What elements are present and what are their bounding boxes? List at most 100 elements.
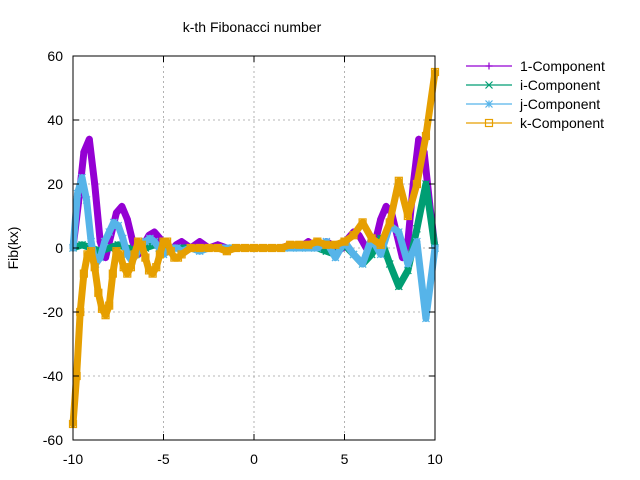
data-point-k-component	[213, 243, 222, 253]
y-axis-label: Fib(kx)	[5, 227, 21, 270]
legend-label: k-Component	[520, 115, 604, 131]
data-point-k-component	[240, 243, 250, 253]
data-point-k-component	[90, 263, 99, 272]
data-point-1-component	[415, 135, 423, 143]
data-point-k-component	[204, 243, 213, 253]
data-point-j-component	[173, 244, 181, 252]
data-point-1-component	[85, 135, 93, 143]
data-point-k-component	[231, 243, 240, 253]
data-point-k-component	[155, 250, 164, 259]
data-point-i-component	[422, 180, 430, 188]
data-point-k-component	[222, 247, 231, 256]
legend-marker	[485, 100, 493, 108]
x-tick-label: -10	[63, 451, 83, 467]
data-point-k-component	[108, 269, 117, 278]
data-point-1-component	[404, 238, 412, 246]
data-point-1-component	[91, 180, 99, 188]
data-point-k-component	[349, 231, 358, 240]
data-point-k-component	[163, 237, 172, 246]
legend-marker	[485, 62, 493, 70]
y-tick-label: 0	[55, 240, 63, 256]
data-point-j-component	[73, 189, 82, 198]
data-point-1-component	[382, 202, 390, 210]
data-point-k-component	[105, 301, 114, 310]
data-point-k-component	[304, 240, 313, 249]
data-point-i-component	[412, 224, 421, 233]
data-point-j-component	[150, 237, 159, 246]
data-point-j-component	[87, 237, 96, 246]
data-point-1-component	[123, 215, 131, 223]
legend-item-j-component: j-Component	[466, 96, 600, 112]
legend: 1-Component i-Component j-Component k-Compo…	[466, 58, 605, 131]
data-point-j-component	[376, 250, 385, 259]
data-point-k-component	[385, 218, 394, 227]
data-point-k-component	[394, 176, 403, 185]
data-point-j-component	[313, 244, 322, 252]
data-point-j-component	[331, 253, 340, 262]
data-point-j-component	[349, 250, 358, 259]
x-tick-label: -5	[157, 451, 170, 467]
data-point-k-component	[152, 263, 161, 272]
data-point-j-component	[78, 173, 86, 182]
legend-label: i-Component	[520, 77, 600, 93]
legend-marker	[485, 81, 493, 89]
data-point-1-component	[377, 215, 385, 223]
data-point-1-component	[178, 238, 186, 246]
series-layer	[68, 67, 440, 429]
data-point-k-component	[258, 243, 268, 253]
axis-ticks: -10 -5 0 5 10 -60 -40 -20 0 20 40 60	[43, 48, 443, 467]
data-point-k-component	[367, 234, 376, 243]
data-point-k-component	[313, 237, 322, 246]
data-point-k-component	[101, 311, 110, 320]
data-point-j-component	[412, 237, 421, 246]
data-point-j-component	[118, 234, 127, 243]
data-point-j-component	[100, 237, 109, 246]
data-point-j-component	[114, 221, 123, 230]
data-point-1-component	[112, 209, 120, 217]
y-tick-label: 60	[47, 48, 63, 64]
data-point-i-component	[403, 266, 412, 275]
legend-marker	[484, 118, 494, 128]
data-point-k-component	[115, 250, 125, 259]
x-tick-label: 5	[341, 451, 349, 467]
data-point-k-component	[268, 243, 277, 253]
chart-title: k-th Fibonacci number	[183, 19, 322, 35]
data-point-k-component	[249, 243, 259, 253]
data-point-k-component	[340, 237, 349, 246]
data-point-j-component	[146, 234, 154, 243]
data-point-k-component	[376, 240, 385, 249]
data-point-k-component	[358, 218, 367, 227]
data-point-k-component	[79, 269, 88, 278]
data-point-k-component	[403, 211, 412, 221]
data-point-k-component	[186, 243, 195, 253]
x-tick-label: 0	[250, 451, 258, 467]
data-point-j-component	[82, 196, 91, 204]
data-point-k-component	[295, 240, 304, 249]
data-point-k-component	[86, 247, 96, 256]
data-point-j-component	[422, 314, 430, 323]
data-point-k-component	[130, 250, 139, 259]
legend-label: j-Component	[519, 96, 600, 112]
data-point-k-component	[137, 240, 146, 249]
y-tick-label: -40	[43, 368, 63, 384]
data-point-i-component	[78, 240, 86, 249]
series-k-component	[68, 67, 440, 429]
data-point-j-component	[403, 260, 412, 268]
data-point-1-component	[118, 202, 126, 210]
data-point-j-component	[358, 260, 367, 268]
data-point-k-component	[277, 243, 286, 253]
x-tick-label: 10	[427, 451, 443, 467]
data-point-i-component	[385, 260, 394, 268]
y-tick-label: 20	[47, 176, 63, 192]
data-point-k-component	[195, 243, 204, 253]
data-point-k-component	[94, 288, 103, 297]
legend-item-k-component: k-Component	[466, 115, 604, 131]
data-point-j-component	[109, 218, 118, 227]
data-point-k-component	[322, 240, 331, 249]
data-point-k-component	[412, 179, 421, 189]
y-tick-label: 40	[47, 112, 63, 128]
data-point-k-component	[331, 240, 340, 249]
y-tick-label: -20	[43, 304, 63, 320]
data-point-1-component	[150, 228, 158, 236]
